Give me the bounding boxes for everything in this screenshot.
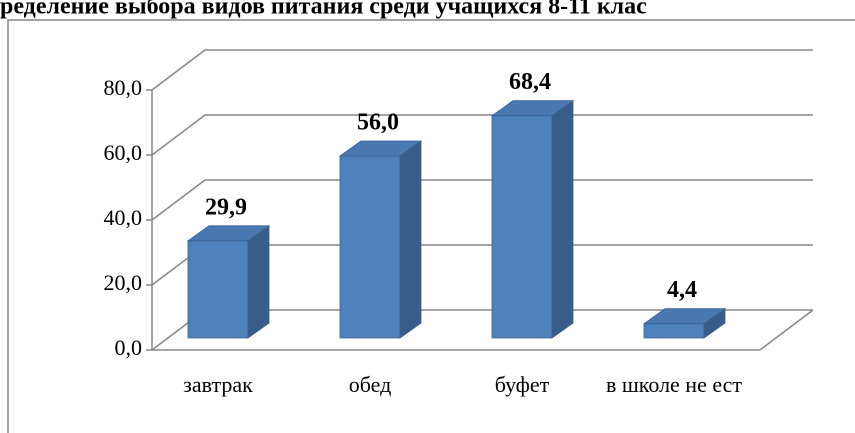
chart-title: ределение выбора видов питания среди уча… [0,0,647,20]
bar-front [339,155,401,339]
bar-top [490,100,575,117]
bar-top [186,225,271,242]
bar-top [338,140,423,157]
bar-top [642,308,727,325]
y-tick-label: 80,0 [104,75,143,100]
y-tick-label: 0,0 [115,335,143,360]
bar [186,225,271,339]
bar-front [643,323,705,339]
y-tick-label: 60,0 [104,140,143,165]
value-label: 56,0 [357,110,399,136]
bar-side [399,140,422,339]
bar [490,99,575,339]
value-label: 29,9 [205,194,247,220]
bar-side [551,99,574,339]
chart-frame [7,19,855,433]
bar-front [187,240,249,339]
value-label: 68,4 [509,69,551,95]
grid-line [151,49,813,91]
x-tick-label: в школе не ест [606,372,742,397]
bar-front [491,115,553,339]
x-tick-label: завтрак [183,372,253,397]
x-tick-label: обед [349,372,392,397]
grid-line [151,179,813,221]
y-tick-label: 20,0 [104,270,143,295]
floor-right [759,309,814,351]
bar-side [247,225,270,339]
x-tick-label: буфет [495,372,550,397]
bar [338,140,423,339]
grid-line [151,114,813,156]
value-label: 4,4 [667,277,697,303]
bar [642,307,727,339]
y-tick-label: 40,0 [104,205,143,230]
